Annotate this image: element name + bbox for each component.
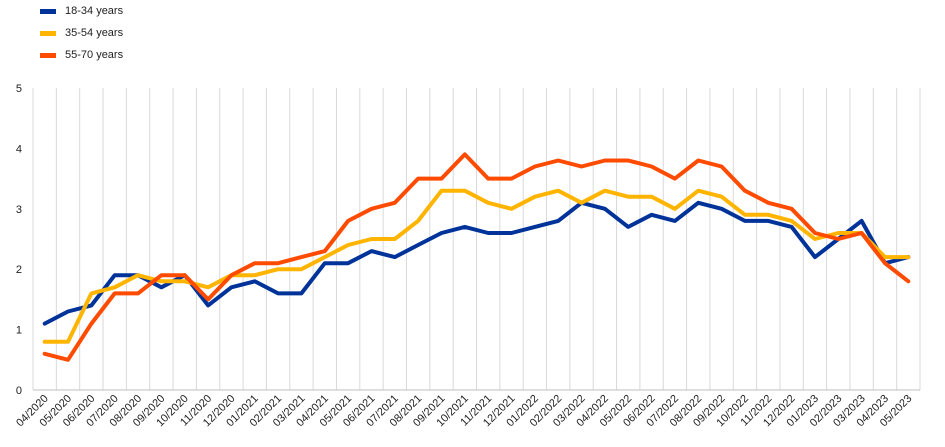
y-tick-label: 0 — [16, 385, 22, 397]
legend-label-series-3: 55-70 years — [65, 49, 124, 61]
legend-swatch-series-1 — [40, 8, 56, 14]
y-tick-label: 5 — [16, 83, 22, 95]
grid-lines — [32, 88, 921, 390]
chart-legend: 18-34 years 35-54 years 55-70 years — [40, 0, 123, 66]
legend-label-series-2: 35-54 years — [65, 27, 124, 39]
legend-item-series-2: 35-54 years — [40, 22, 123, 44]
y-axis-tick-labels: 0 1 2 3 4 5 — [16, 83, 22, 397]
legend-swatch-series-3 — [40, 52, 56, 58]
y-tick-label: 4 — [16, 143, 22, 155]
series-lines — [42, 152, 911, 362]
x-axis-tick-labels: 04/202005/202006/202007/202008/202009/20… — [14, 393, 914, 430]
y-tick-label: 3 — [16, 204, 22, 216]
y-tick-label: 1 — [16, 325, 22, 337]
legend-item-series-1: 18-34 years — [40, 0, 123, 22]
legend-label-series-1: 18-34 years — [65, 5, 124, 17]
legend-item-series-3: 55-70 years — [40, 44, 123, 66]
series-line-3 — [42, 152, 911, 362]
legend-swatch-series-2 — [40, 30, 56, 36]
y-tick-label: 2 — [16, 264, 22, 276]
series-line-2 — [42, 188, 911, 344]
